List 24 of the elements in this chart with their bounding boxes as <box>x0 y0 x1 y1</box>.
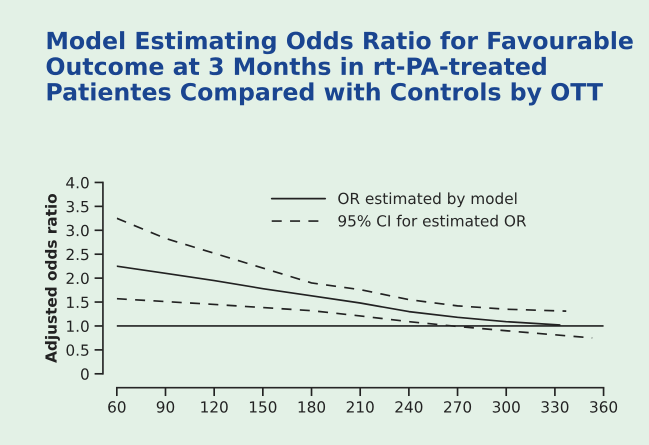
x-tick-label: 300 <box>492 401 520 413</box>
y-tick-label: 2.5 <box>66 248 88 260</box>
x-tick-label: 240 <box>395 401 422 413</box>
y-tick-label: 0 <box>81 368 89 380</box>
x-tick-label: 180 <box>298 401 326 413</box>
x-tick-label: 360 <box>590 401 618 413</box>
y-tick-label: 1.5 <box>67 296 88 308</box>
y-tick-label: 3.0 <box>66 224 89 236</box>
x-tick-label: 210 <box>346 401 374 413</box>
chart-title: Model Estimating Odds Ratio for Favourable Outcome at 3 Months in rt-PA-treated Patientes Compared with Controls by OTT <box>46 31 633 106</box>
y-tick-label: 4.0 <box>66 176 89 188</box>
x-tick-label: 60 <box>108 401 126 413</box>
y-axis-title: Adjusted odds ratio <box>44 194 60 363</box>
y-tick-label: 3.5 <box>66 200 88 212</box>
legend-label: 95% CI for estimated OR <box>338 214 526 227</box>
y-tick-label: 0.5 <box>66 344 88 356</box>
y-tick-label: 1.0 <box>67 320 89 332</box>
x-tick-label: 120 <box>201 401 228 413</box>
legend-label: OR estimated by model <box>338 192 516 208</box>
x-tick-label: 270 <box>444 401 472 413</box>
y-tick-label: 2.0 <box>66 272 89 284</box>
x-tick-label: 330 <box>541 401 568 413</box>
x-tick-label: 90 <box>156 401 174 413</box>
x-tick-label: 150 <box>250 401 276 413</box>
